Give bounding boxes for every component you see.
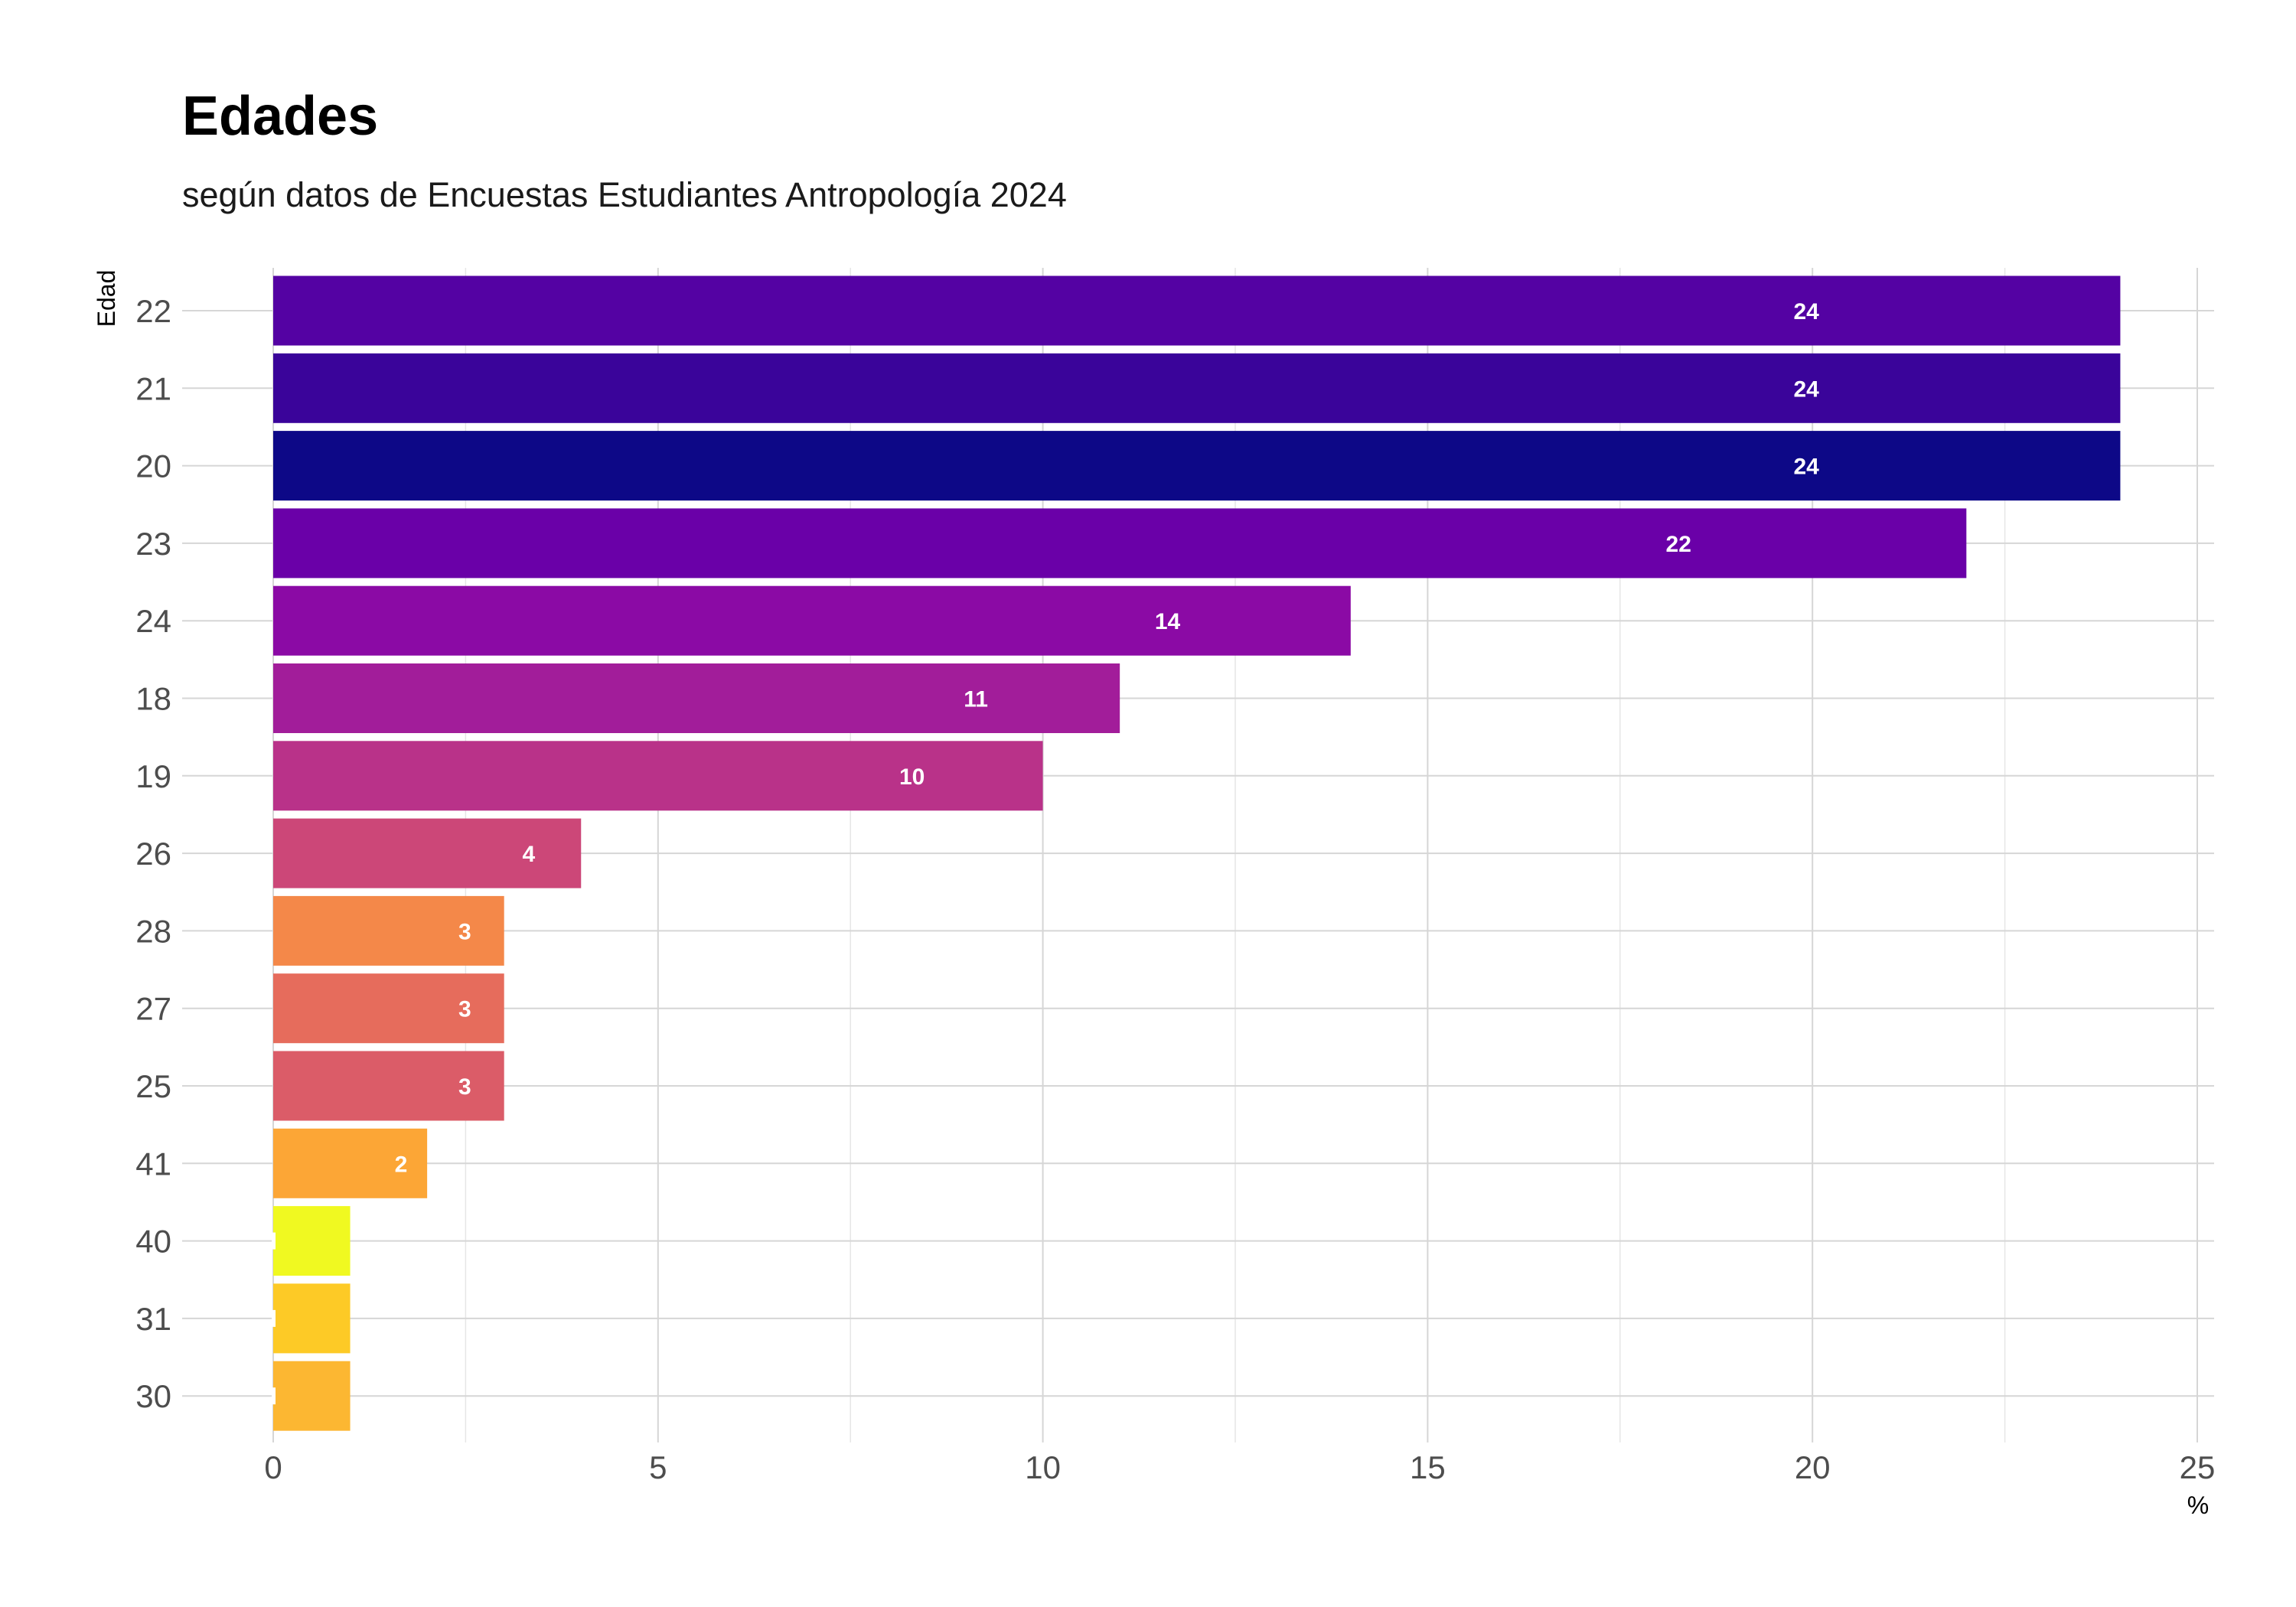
bar-value-label: 24 — [1793, 455, 1819, 480]
bar-value-marker — [272, 1309, 276, 1327]
bar — [273, 818, 582, 888]
bar-value-label: 4 — [523, 842, 536, 867]
y-tick-label: 40 — [135, 1224, 171, 1260]
x-tick-label: 5 — [649, 1449, 667, 1485]
y-tick-label: 41 — [135, 1146, 171, 1182]
bar — [273, 663, 1120, 733]
bar-value-label: 3 — [458, 997, 471, 1022]
y-tick-label: 23 — [135, 526, 171, 562]
y-axis-ticks: 22 21 20 23 24 18 19 26 28 27 25 41 40 31 30 — [135, 293, 171, 1414]
bar-value-label: 3 — [458, 1074, 471, 1100]
y-tick-label: 25 — [135, 1068, 171, 1104]
bar-value-label: 2 — [395, 1152, 408, 1177]
bar-value-marker — [272, 1387, 276, 1405]
bar — [273, 1051, 504, 1121]
x-tick-label: 0 — [264, 1449, 282, 1485]
bar-value-label: 24 — [1793, 376, 1819, 402]
bar — [273, 741, 1043, 811]
bar-value-marker — [272, 1232, 276, 1250]
bars — [273, 275, 2121, 1431]
bar — [273, 585, 1351, 656]
bar — [273, 1206, 351, 1276]
y-tick-label: 20 — [135, 448, 171, 484]
data-labels: 24 24 24 22 14 11 10 4 3 3 3 2 — [272, 299, 1819, 1405]
y-tick-label: 31 — [135, 1301, 171, 1337]
chart-subtitle: según datos de Encuestas Estudiantes Ant… — [182, 175, 1067, 214]
bar — [273, 1361, 351, 1431]
x-tick-label: 25 — [2180, 1449, 2216, 1485]
y-tick-label: 26 — [135, 836, 171, 872]
y-tick-label: 18 — [135, 681, 171, 717]
bar-value-label: 3 — [458, 919, 471, 944]
bar — [273, 973, 504, 1044]
y-tick-label: 27 — [135, 991, 171, 1027]
y-tick-label: 21 — [135, 370, 171, 406]
bar — [273, 895, 504, 966]
x-tick-label: 15 — [1410, 1449, 1446, 1485]
y-tick-label: 24 — [135, 603, 171, 639]
bar — [273, 353, 2121, 423]
y-tick-label: 28 — [135, 913, 171, 949]
bar — [273, 1128, 428, 1198]
chart-title: Edades — [182, 86, 378, 147]
bar-value-label: 22 — [1666, 532, 1691, 557]
y-tick-label: 19 — [135, 758, 171, 794]
bar-value-label: 11 — [964, 687, 988, 712]
x-tick-label: 10 — [1025, 1449, 1061, 1485]
bar-value-label: 14 — [1155, 609, 1181, 634]
bar-value-label: 24 — [1793, 299, 1819, 324]
x-axis-ticks: 0 5 10 15 20 25 — [264, 1449, 2215, 1485]
bar — [273, 431, 2121, 501]
bar — [273, 1283, 351, 1354]
bar-value-label: 10 — [899, 764, 925, 790]
x-tick-label: 20 — [1795, 1449, 1831, 1485]
bar — [273, 275, 2121, 346]
y-axis-title: Edad — [93, 270, 120, 328]
x-axis-title: % — [2187, 1491, 2209, 1519]
bar — [273, 508, 1967, 579]
y-tick-label: 22 — [135, 293, 171, 329]
y-tick-label: 30 — [135, 1378, 171, 1414]
